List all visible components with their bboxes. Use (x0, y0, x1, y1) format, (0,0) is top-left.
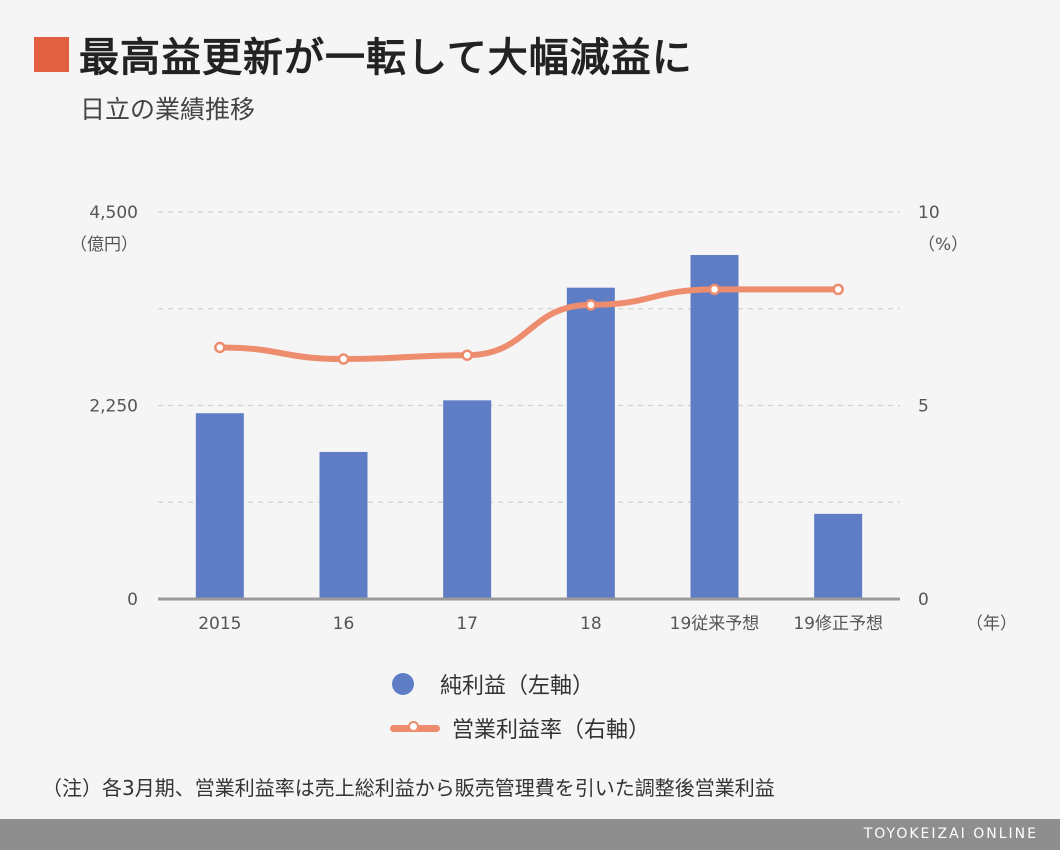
legend-item-bars: 純利益（左軸） (390, 668, 790, 700)
bar-5 (814, 513, 863, 599)
line-point-5 (832, 283, 844, 296)
chart-title: 最高益更新が一転して大幅減益に (79, 35, 693, 81)
legend-label-line: 営業利益率（右軸） (452, 718, 651, 743)
left-tick-label-0: 0 (127, 590, 138, 610)
legend-dot-icon (392, 673, 414, 695)
bar-0 (195, 413, 244, 599)
line-point-4 (708, 283, 721, 296)
footer-brand: TOYOKEIZAI ONLINE (863, 826, 1038, 842)
bar-4 (690, 255, 739, 599)
line-point-3 (585, 299, 597, 311)
x-axis-unit: （年） (966, 614, 1017, 634)
chart-subtitle: 日立の業績推移 (80, 95, 256, 124)
left-axis-unit: （億円） (70, 235, 138, 255)
right-tick-label-2: 10 (918, 203, 940, 223)
legend-item-line: 営業利益率（右軸） (390, 712, 790, 744)
left-tick-label-1: 2,250 (89, 397, 138, 417)
left-tick-label-2: 4,500 (89, 203, 138, 223)
bar-1 (319, 451, 368, 599)
right-tick-label-0: 0 (918, 590, 929, 610)
x-tick-label-5: 19修正予想 (793, 614, 883, 634)
legend-label-bars: 純利益（左軸） (440, 674, 595, 699)
footer-bar: TOYOKEIZAI ONLINE (0, 819, 1060, 850)
line-point-1 (337, 353, 350, 365)
right-axis-unit: （%） (918, 235, 968, 255)
x-tick-label-0: 2015 (198, 614, 241, 634)
title-row: 最高益更新が一転して大幅減益に (34, 26, 693, 82)
footnote: （注）各3月期、営業利益率は売上総利益から販売管理費を引いた調整後営業利益 (42, 776, 775, 800)
x-tick-label-1: 16 (333, 614, 355, 634)
legend-line-icon (390, 720, 440, 732)
line-point-2 (461, 349, 473, 361)
x-tick-label-4: 19従来予想 (670, 614, 760, 634)
x-tick-label-3: 18 (580, 614, 602, 634)
legend-line-marker-icon (408, 720, 419, 732)
line-point-0 (214, 341, 226, 354)
bar-3 (566, 287, 615, 599)
line-series (216, 286, 842, 363)
bar-2 (443, 400, 492, 599)
x-tick-label-2: 17 (456, 614, 478, 634)
right-tick-label-1: 5 (918, 397, 929, 417)
title-accent-square (34, 36, 69, 72)
